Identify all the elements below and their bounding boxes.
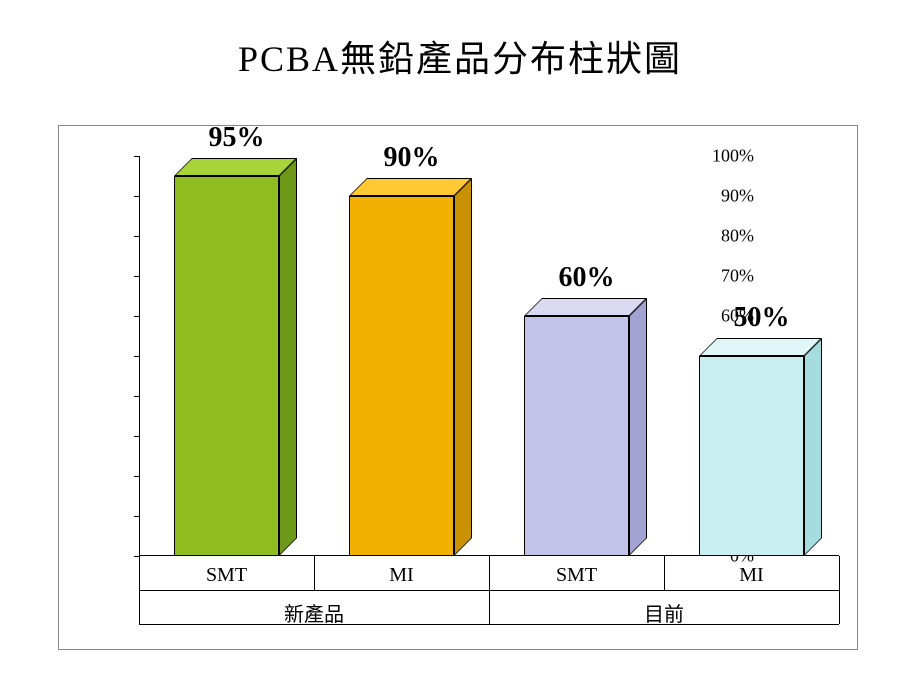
x-group-label: 新產品 bbox=[284, 598, 344, 627]
bar: 60% bbox=[524, 316, 629, 556]
bar: 95% bbox=[174, 176, 279, 556]
x-category-label: SMT bbox=[556, 564, 597, 587]
bar-side bbox=[629, 298, 647, 556]
x-group-label: 目前 bbox=[644, 598, 684, 627]
bar: 50% bbox=[699, 356, 804, 556]
bar-value-label: 50% bbox=[722, 302, 802, 334]
bar-face bbox=[174, 176, 279, 556]
bar-value-label: 90% bbox=[372, 142, 452, 174]
bar-value-label: 95% bbox=[197, 122, 277, 154]
plot-area: 0%10%20%30%40%50%60%70%80%90%100% 95%90%… bbox=[139, 156, 839, 556]
bar-top bbox=[174, 158, 297, 176]
bar-side bbox=[279, 158, 297, 556]
x-category-label: MI bbox=[389, 564, 413, 587]
bar-face bbox=[524, 316, 629, 556]
chart-title: PCBA無鉛產品分布柱狀圖 bbox=[0, 0, 920, 82]
bar-top bbox=[349, 178, 472, 196]
x-row-divider bbox=[139, 590, 839, 591]
bar: 90% bbox=[349, 196, 454, 556]
x-tick-mark bbox=[664, 556, 665, 590]
bar-side bbox=[454, 178, 472, 556]
x-category-label: MI bbox=[739, 564, 763, 587]
bar-face bbox=[699, 356, 804, 556]
x-tick-mark bbox=[839, 556, 840, 624]
bar-side bbox=[804, 338, 822, 556]
bar-top bbox=[524, 298, 647, 316]
x-tick-mark bbox=[314, 556, 315, 590]
x-category-label: SMT bbox=[206, 564, 247, 587]
bar-face bbox=[349, 196, 454, 556]
bars-group: 95% 90% 60% 50% bbox=[139, 156, 839, 556]
chart-container: 0%10%20%30%40%50%60%70%80%90%100% 95%90%… bbox=[58, 125, 858, 650]
x-row-divider bbox=[139, 624, 839, 625]
bar-top bbox=[699, 338, 822, 356]
bar-value-label: 60% bbox=[547, 262, 627, 294]
